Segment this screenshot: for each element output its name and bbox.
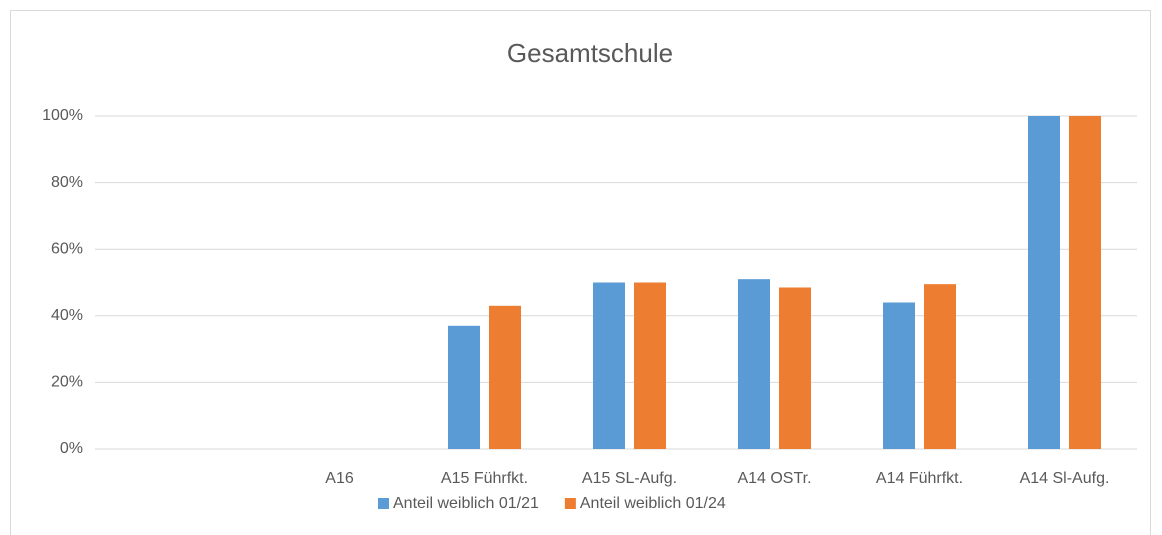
bar [1028,116,1060,449]
y-tick-label: 40% [51,307,83,324]
chart-title: Gesamtschule [507,38,673,68]
bar [779,287,811,449]
bar [1069,116,1101,449]
x-tick-label: A14 Sl-Aufg. [1020,470,1110,487]
y-tick-label: 60% [51,240,83,257]
bar [448,325,480,449]
legend-swatch [378,498,389,509]
x-tick-label: A16 [325,470,354,487]
y-tick-label: 0% [60,440,83,457]
bar [489,305,521,449]
x-tick-label: A15 SL-Aufg. [582,470,677,487]
bar [924,284,956,449]
x-tick-label: A14 OSTr. [737,470,811,487]
legend-label: Anteil weiblich 01/24 [580,495,726,512]
bar [738,279,770,449]
y-tick-label: 20% [51,374,83,391]
legend-swatch [564,498,576,509]
chart-frame [10,10,1151,535]
x-tick-label: A15 Führfkt. [441,470,528,487]
bar [883,302,915,449]
y-tick-label: 100% [42,107,83,124]
legend-label: Anteil weiblich 01/21 [393,495,539,512]
bar [593,282,625,449]
bar [634,282,666,449]
y-tick-label: 80% [51,174,83,191]
x-tick-label: A14 Führfkt. [876,470,963,487]
